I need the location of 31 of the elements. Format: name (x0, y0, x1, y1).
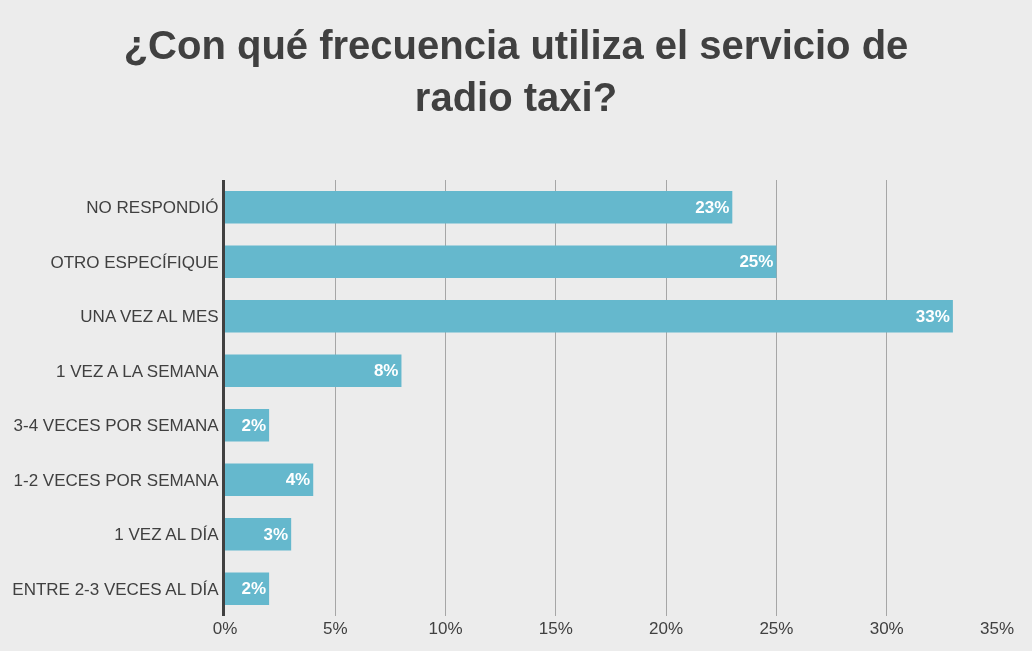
data-label: 2% (241, 579, 267, 599)
y-tick-label: 1 VEZ A LA SEMANA (56, 361, 220, 381)
bar (225, 463, 314, 497)
bar (225, 354, 402, 388)
bar (225, 517, 292, 551)
bar (225, 190, 733, 224)
data-label: 4% (285, 470, 311, 490)
data-label: 8% (373, 361, 399, 381)
data-label: 23% (695, 197, 730, 217)
y-tick-label: OTRO ESPECÍFIQUE (50, 252, 219, 272)
x-tick-label: 20% (649, 619, 684, 638)
y-tick-label: ENTRE 2-3 VECES AL DÍA (12, 579, 220, 599)
x-tick-label: 30% (869, 619, 904, 638)
x-tick-label: 10% (428, 619, 463, 638)
data-label: 2% (241, 415, 267, 435)
y-tick-label: 3-4 VECES POR SEMANA (13, 416, 220, 436)
y-tick-label: 1 VEZ AL DÍA (114, 525, 220, 545)
y-tick-label: NO RESPONDIÓ (86, 198, 219, 218)
y-tick-label: 1-2 VECES POR SEMANA (13, 470, 220, 490)
data-label: 3% (263, 524, 289, 544)
x-tick-label: 0% (212, 619, 238, 638)
chart-title: ¿Con qué frecuencia utiliza el servicio de radio taxi? (123, 22, 909, 119)
bar (225, 245, 777, 279)
y-tick-label: UNA VEZ AL MES (80, 307, 219, 327)
bar (225, 299, 953, 333)
data-label: 33% (915, 306, 950, 326)
data-label: 25% (739, 252, 774, 272)
x-tick-label: 5% (323, 619, 348, 638)
x-tick-label: 15% (538, 619, 573, 638)
x-tick-label: 25% (759, 619, 794, 638)
x-tick-label: 35% (979, 619, 1015, 638)
